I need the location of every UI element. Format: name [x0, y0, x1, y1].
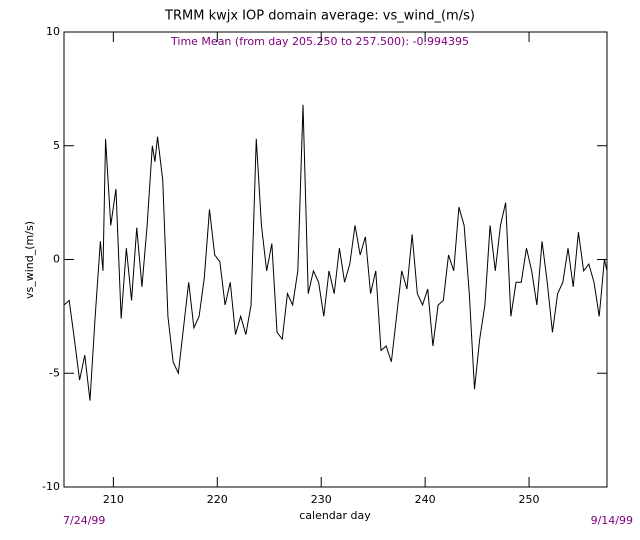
chart-subtitle: Time Mean (from day 205.250 to 257.500):… — [170, 35, 469, 48]
x-axis-label: calendar day — [299, 509, 371, 522]
data-line — [63, 104, 608, 401]
x-tick-label: 230 — [311, 493, 332, 506]
y-tick-label: -5 — [49, 366, 60, 379]
x-tick-label: 210 — [103, 493, 124, 506]
start-date: 7/24/99 — [63, 514, 105, 527]
x-tick-label: 250 — [519, 493, 540, 506]
x-tick-label: 220 — [207, 493, 228, 506]
plot-frame — [63, 31, 608, 488]
chart-title: TRMM kwjx IOP domain average: vs_wind_(m… — [164, 9, 475, 24]
y-tick-label: -10 — [42, 480, 60, 493]
y-tick-label: 0 — [53, 253, 60, 266]
y-tick-label: 5 — [53, 139, 60, 152]
y-tick-label: 10 — [46, 25, 60, 38]
y-axis-label: vs_wind_(m/s) — [23, 221, 36, 299]
x-tick-label: 240 — [415, 493, 436, 506]
end-date: 9/14/99 — [591, 514, 633, 527]
